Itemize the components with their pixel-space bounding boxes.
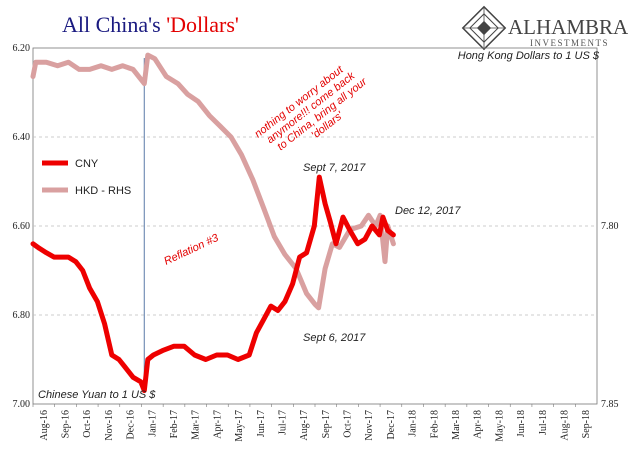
y-left-tick-label: 6.40 — [13, 132, 31, 143]
y-right-tick-label: 7.85 — [601, 399, 619, 410]
annotation-sept6: Sept 6, 2017 — [303, 332, 366, 344]
annotation-dec12: Dec 12, 2017 — [395, 205, 461, 217]
x-tick-label: Jul-17 — [277, 410, 288, 435]
chart-title: All China's 'Dollars' — [62, 12, 239, 37]
logo-sub: INVESTMENTS — [530, 38, 609, 48]
x-tick-label: Mar-17 — [191, 410, 202, 440]
x-tick-label: Sep-18 — [581, 410, 592, 438]
x-tick-label: Dec-17 — [386, 410, 397, 439]
x-tick-label: Jun-18 — [516, 410, 527, 437]
y-left-tick-label: 6.80 — [13, 310, 31, 321]
left-axis-ticks: 6.20 6.40 6.60 6.80 7.00 — [13, 43, 31, 410]
x-tick-label: Aug-17 — [299, 410, 310, 441]
y-right-tick-label: 7.80 — [601, 221, 619, 232]
alhambra-logo: ALHAMBRA INVESTMENTS — [461, 5, 629, 51]
legend: CNY HKD - RHS — [42, 158, 131, 197]
annotation-quote: nothing to worry about anymore!!! come b… — [252, 63, 370, 153]
legend-label-cny: CNY — [75, 158, 99, 170]
y-left-tick-label: 6.60 — [13, 221, 31, 232]
x-tick-label: Mar-18 — [451, 410, 462, 440]
x-tick-label: Jan-17 — [147, 410, 158, 437]
x-tick-label: Nov-16 — [104, 410, 115, 441]
x-tick-label: Oct-16 — [82, 410, 93, 438]
x-tick-label: Feb-18 — [429, 410, 440, 438]
logo-diamond-icon — [461, 5, 507, 51]
title-emphasis: 'Dollars' — [166, 12, 239, 37]
x-tick-label: Jul-18 — [538, 410, 549, 435]
x-tick-label: Jun-17 — [256, 410, 267, 437]
logo-name: ALHAMBRA — [508, 15, 629, 39]
x-tick-label: Sep-16 — [61, 410, 72, 438]
x-tick-label: Apr-17 — [212, 410, 223, 439]
right-axis-ticks: 7.80 7.85 — [601, 221, 619, 410]
series-group — [30, 52, 396, 394]
y-left-tick-label: 6.20 — [13, 43, 31, 54]
right-axis-label: Hong Kong Dollars to 1 US $ — [458, 50, 600, 62]
x-tick-label: Dec-16 — [126, 410, 137, 439]
x-tick-label: Apr-18 — [473, 410, 484, 439]
x-tick-label: Aug-18 — [559, 410, 570, 441]
left-axis-label: Chinese Yuan to 1 US $ — [38, 389, 156, 401]
x-tick-label: Sep-17 — [321, 410, 332, 438]
title-prefix: All China's — [62, 12, 166, 37]
series-line-cny — [30, 174, 396, 394]
x-tick-label: May-18 — [494, 410, 505, 442]
y-left-tick-label: 7.00 — [13, 399, 31, 410]
legend-label-hkd: HKD - RHS — [75, 185, 131, 197]
x-tick-label: Oct-17 — [343, 410, 354, 438]
annotation-sept7: Sept 7, 2017 — [303, 162, 366, 174]
annotation-reflation: Reflation #3 — [162, 232, 221, 268]
x-axis-ticks: Aug-16 Sep-16 Oct-16 Nov-16 Dec-16 Jan-17 Feb-… — [32, 404, 592, 442]
series-line-hkd — [30, 52, 396, 311]
x-tick-label: Feb-17 — [169, 410, 180, 438]
x-tick-label: Aug-16 — [39, 410, 50, 441]
x-tick-label: May-17 — [234, 410, 245, 442]
x-tick-label: Jan-18 — [408, 410, 419, 437]
x-tick-label: Nov-17 — [364, 410, 375, 441]
